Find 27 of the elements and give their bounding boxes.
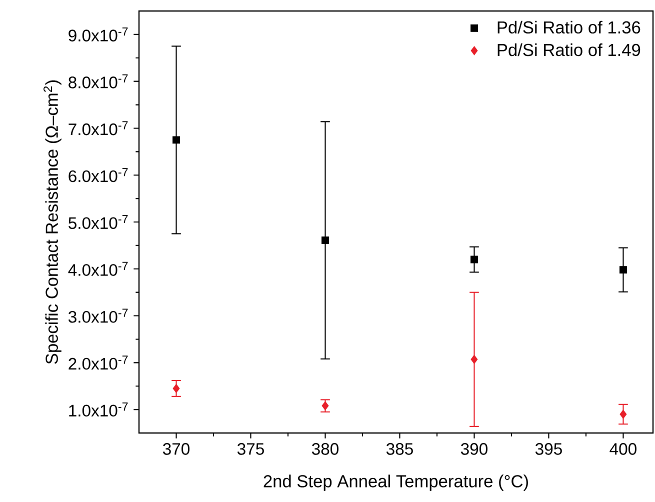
y-tick-label: 7.0x10$^{-7}$ (68, 121, 128, 136)
y-tick-label: 5.0x10$^{-7}$ (68, 215, 128, 230)
x-axis-title: 2nd Step Anneal Temperature (°C) (264, 474, 528, 491)
y-tick-label: 4.0x10$^{-7}$ (68, 262, 128, 276)
point (172, 136, 180, 144)
point (172, 384, 180, 393)
y-tick-label: 3.0x10$^{-7}$ (68, 308, 128, 323)
x-tick-label: 380 (312, 443, 338, 455)
legend-label: Pd/Si Ratio of 1.36 (498, 20, 640, 34)
point (620, 410, 627, 419)
y-tick-label: 8.0x10$^{-7}$ (68, 74, 128, 88)
y-tick-label: 9.0x10$^{-7}$ (68, 27, 128, 42)
point (322, 236, 329, 244)
x-tick-label: 400 (610, 443, 636, 455)
y-tick-label: 1.0x10$^{-7}$ (69, 402, 128, 417)
x-tick-label: 370 (162, 443, 190, 455)
x-tick-label: 395 (535, 443, 562, 455)
point (470, 256, 478, 264)
y-tick-label: 2.0x10$^{-7}$ (68, 356, 128, 370)
x-tick-label: 385 (386, 443, 413, 455)
x-tick-label: 375 (237, 443, 264, 455)
point (619, 266, 627, 274)
point (470, 354, 478, 364)
y-tick-label: 6.0x10$^{-7}$ (68, 168, 128, 182)
x-tick-label: 390 (460, 443, 488, 455)
legend-label: Pd/Si Ratio of 1.49 (498, 43, 640, 56)
y-axis-title: Specific Contact Resistance (Ω–cm$^{2}$) (44, 80, 62, 364)
